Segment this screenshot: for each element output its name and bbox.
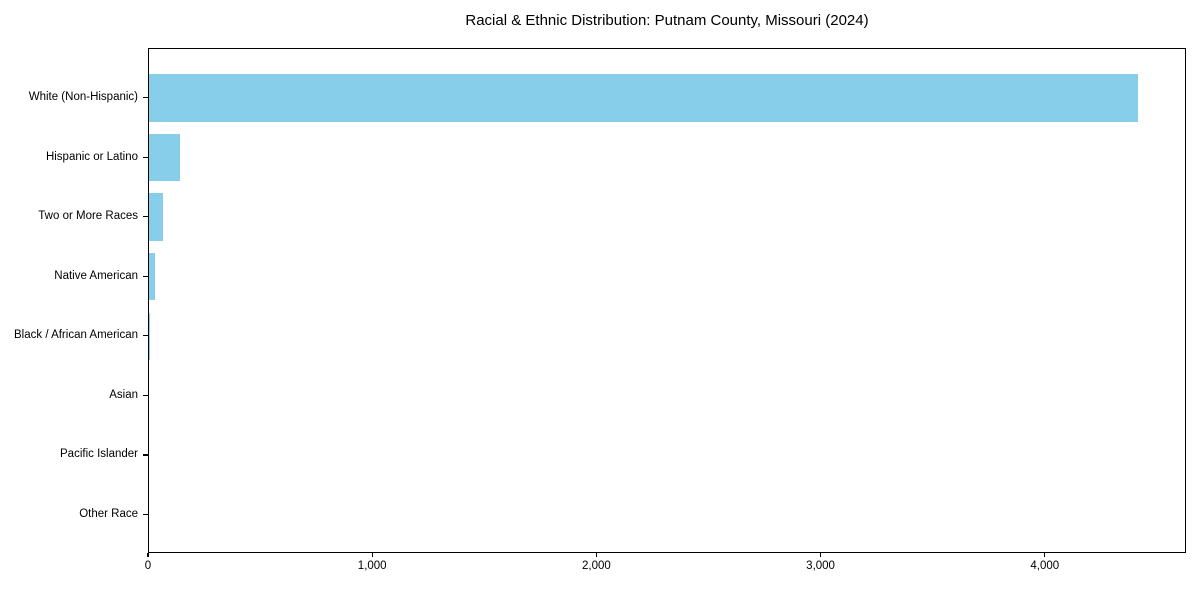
x-tick-mark bbox=[371, 553, 373, 557]
y-tick-mark bbox=[143, 513, 148, 516]
bar bbox=[149, 193, 163, 241]
y-tick-mark bbox=[143, 97, 148, 99]
x-tick-mark bbox=[595, 553, 597, 557]
x-tick-label: 3,000 bbox=[806, 560, 835, 572]
x-tick-label: 2,000 bbox=[581, 560, 611, 572]
x-tick-label: 0 bbox=[144, 560, 152, 572]
bar bbox=[149, 133, 181, 182]
bar bbox=[149, 312, 151, 361]
x-tick-mark bbox=[147, 553, 149, 557]
y-tick-label: Other Race bbox=[79, 507, 138, 520]
y-tick-label: Black / African American bbox=[14, 329, 138, 342]
x-tick-label: 4,000 bbox=[1030, 560, 1060, 572]
x-tick-mark bbox=[819, 553, 822, 557]
y-tick-mark bbox=[143, 216, 148, 218]
y-tick-mark bbox=[143, 335, 148, 337]
y-tick-mark bbox=[143, 454, 148, 456]
y-tick-mark bbox=[143, 394, 148, 397]
y-tick-label: Hispanic or Latino bbox=[45, 150, 138, 163]
chart-title: Racial & Ethnic Distribution: Putnam Cou… bbox=[465, 12, 869, 29]
y-tick-mark bbox=[143, 275, 148, 277]
y-tick-mark bbox=[143, 156, 148, 158]
x-tick-label: 1,000 bbox=[357, 560, 387, 572]
y-tick-label: Asian bbox=[109, 388, 138, 401]
y-tick-label: Two or More Races bbox=[38, 210, 138, 223]
y-tick-label: Pacific Islander bbox=[60, 448, 138, 461]
plot-area bbox=[148, 48, 1186, 553]
bar bbox=[149, 252, 156, 301]
x-tick-mark bbox=[1044, 553, 1046, 557]
y-tick-label: White (Non-Hispanic) bbox=[28, 91, 138, 103]
y-tick-label: Native American bbox=[54, 269, 138, 282]
bar bbox=[149, 74, 1138, 122]
